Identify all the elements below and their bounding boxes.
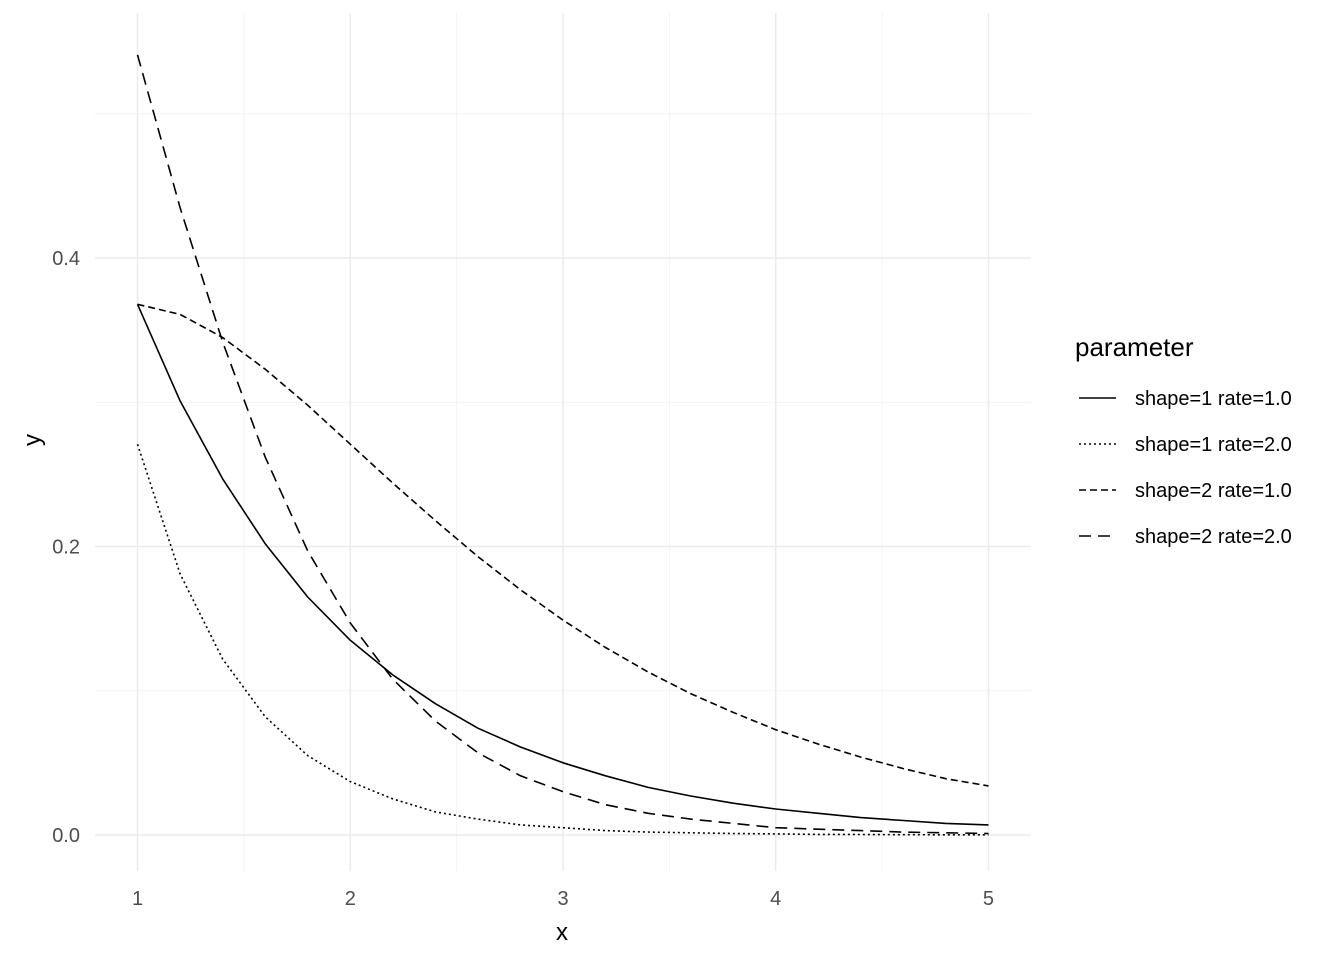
y-tick-label: 0.4	[52, 248, 80, 270]
series-group	[136, 54, 989, 836]
legend-label-4: shape=2 rate=2.0	[1135, 526, 1292, 548]
legend-label-3: shape=2 rate=1.0	[1135, 480, 1292, 502]
y-tick-label: 0.0	[52, 825, 80, 847]
x-tick-label: 1	[132, 888, 143, 910]
tick-labels: 1 2 3 4 5 0.0 0.2 0.4	[52, 248, 994, 910]
x-tick-label: 5	[983, 888, 994, 910]
legend: parameter shape=1 rate=1.0 shape=1 rate=2…	[1075, 332, 1292, 548]
series-line-3	[137, 303, 989, 787]
y-axis-title: y	[19, 434, 46, 446]
legend-items: shape=1 rate=1.0 shape=1 rate=2.0 shape=2 …	[1079, 388, 1292, 548]
x-tick-label: 2	[345, 888, 356, 910]
series-line-1	[136, 303, 989, 826]
y-tick-label: 0.2	[52, 537, 80, 559]
legend-title: parameter	[1075, 332, 1194, 362]
legend-label-1: shape=1 rate=1.0	[1135, 388, 1292, 410]
legend-label-2: shape=1 rate=2.0	[1135, 434, 1292, 456]
x-axis-title: x	[556, 919, 568, 946]
x-tick-label: 3	[557, 888, 568, 910]
grid	[95, 13, 1031, 871]
x-tick-label: 4	[770, 888, 781, 910]
series-line-4	[136, 54, 989, 835]
